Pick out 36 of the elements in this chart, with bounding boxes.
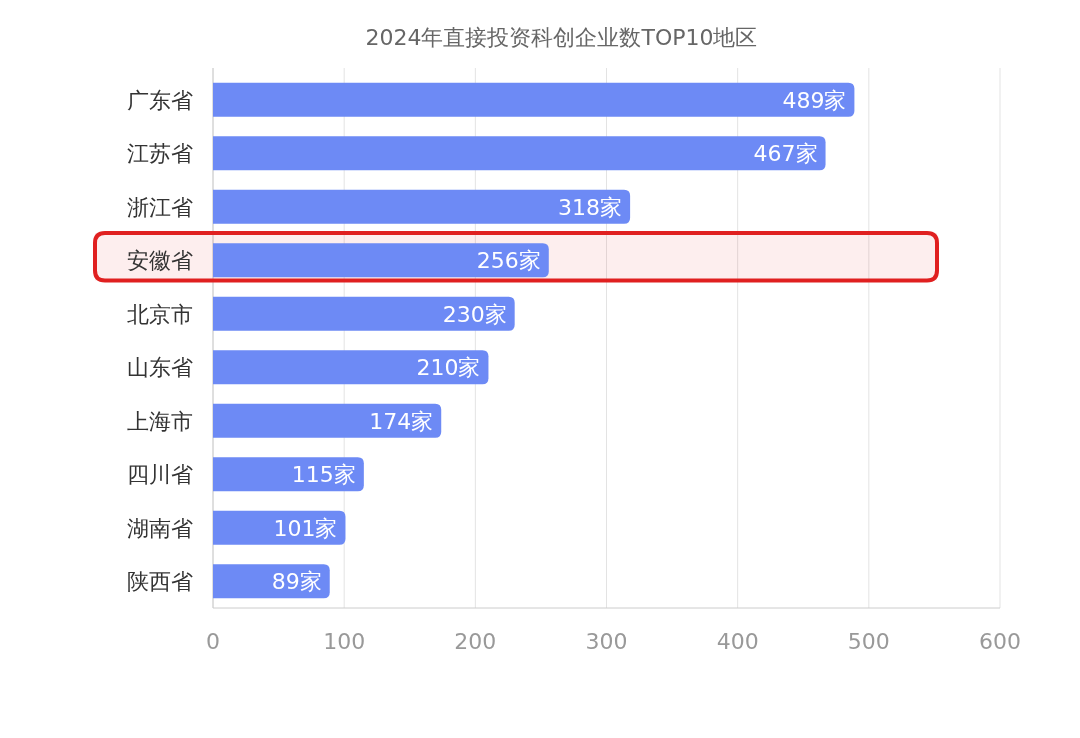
x-tick-label: 100	[323, 629, 366, 654]
bar	[213, 296, 515, 331]
data-label: 230家	[442, 301, 507, 327]
bar	[213, 243, 549, 278]
x-tick-label: 500	[847, 629, 890, 654]
y-tick-label: 湖南省	[127, 515, 193, 541]
data-label: 89家	[271, 569, 322, 595]
y-tick-label: 广东省	[127, 87, 193, 113]
data-label: 174家	[369, 408, 434, 434]
x-tick-label: 300	[585, 629, 628, 654]
data-label: 101家	[273, 515, 338, 541]
bar	[213, 403, 442, 438]
data-label: 210家	[416, 355, 481, 381]
y-tick-label: 江苏省	[127, 141, 193, 167]
data-label: 318家	[558, 194, 623, 220]
data-label: 256家	[476, 248, 541, 274]
y-tick-label: 浙江省	[127, 194, 193, 220]
x-tick-label: 0	[206, 629, 220, 654]
bar	[213, 350, 489, 385]
y-tick-label: 上海市	[127, 408, 193, 434]
x-tick-label: 200	[454, 629, 497, 654]
y-tick-label: 北京市	[127, 301, 193, 327]
chart-title: 2024年直接投资科创企业数TOP10地区	[365, 25, 758, 50]
x-tick-label: 600	[979, 629, 1021, 654]
data-label: 467家	[753, 141, 818, 167]
y-tick-label: 山东省	[127, 355, 193, 381]
bar	[213, 457, 364, 492]
bar	[213, 136, 826, 171]
y-tick-label: 安徽省	[127, 248, 193, 274]
x-tick-label: 400	[716, 629, 759, 654]
data-label: 489家	[782, 87, 847, 113]
data-label: 115家	[291, 462, 356, 488]
bar	[213, 189, 631, 224]
y-tick-label: 陕西省	[127, 569, 193, 595]
bar	[213, 82, 855, 117]
y-tick-label: 四川省	[127, 462, 193, 488]
